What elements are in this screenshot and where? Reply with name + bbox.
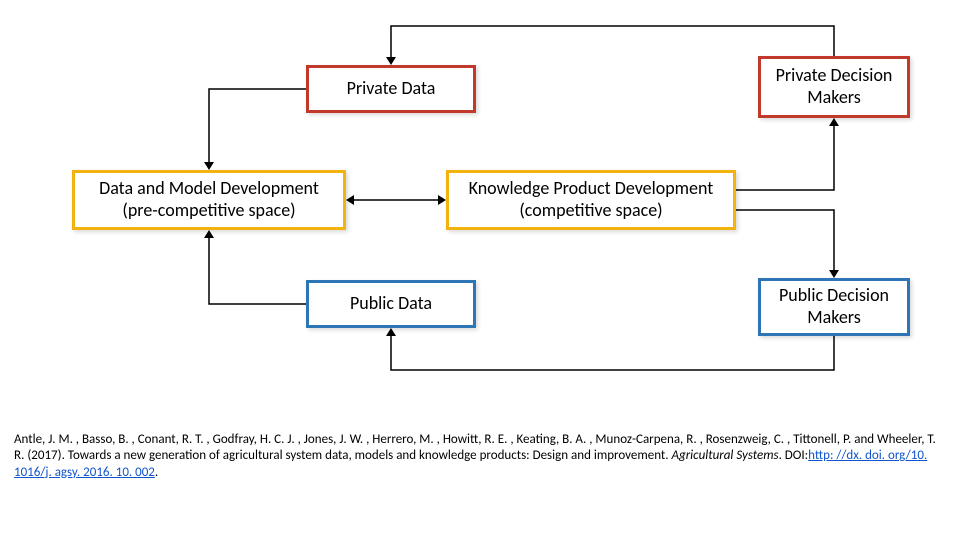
node-dataModel: Data and Model Development (pre-competit…	[72, 170, 346, 230]
citation-journal: Agricultural Systems	[672, 448, 779, 463]
node-knowledge: Knowledge Product Development (competiti…	[446, 170, 736, 230]
node-privateData: Private Data	[306, 65, 476, 113]
node-label: Public Decision Makers	[769, 285, 899, 328]
node-publicDM: Public Decision Makers	[758, 278, 910, 336]
citation-text: Antle, J. M. , Basso, B. , Conant, R. T.…	[14, 432, 944, 481]
citation-end: .	[155, 465, 158, 480]
node-label: Data and Model Development (pre-competit…	[83, 178, 335, 221]
node-label: Private Decision Makers	[769, 65, 899, 108]
node-privateDM: Private Decision Makers	[758, 56, 910, 118]
node-publicData: Public Data	[306, 280, 476, 328]
node-label: Private Data	[347, 78, 436, 100]
diagram-canvas: Private Data Private Decision Makers Data …	[0, 0, 960, 540]
citation-doi-label: . DOI:	[779, 448, 809, 463]
node-label: Knowledge Product Development (competiti…	[457, 178, 725, 221]
node-label: Public Data	[350, 293, 432, 315]
